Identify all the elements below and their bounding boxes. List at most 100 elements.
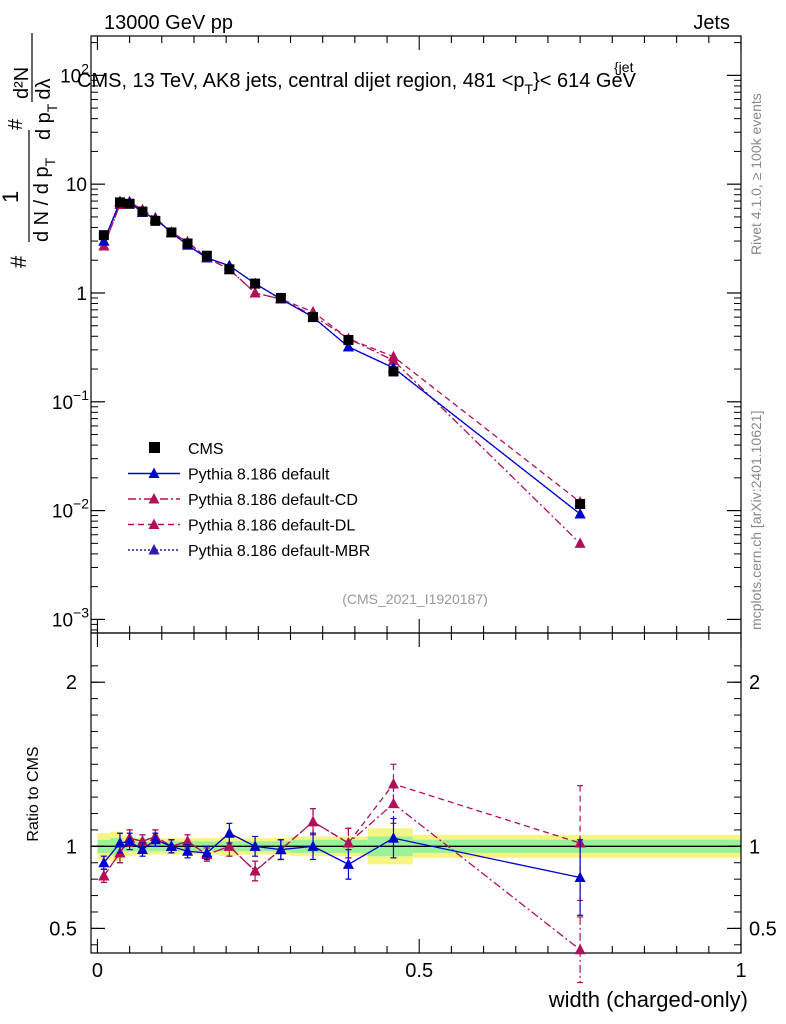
y-label-right-den-sub: T [44,103,60,112]
x-tick-label: 1 [735,960,746,982]
main-y-tick-label: 10−1 [52,387,89,414]
cms-point [343,334,354,345]
y-label-den-main: d N / d p [31,166,53,242]
ratio-point [223,827,235,838]
ratio-point [387,797,399,809]
ratio-point [182,835,194,846]
series-line [103,201,581,515]
ratio-y-tick-label: 0.5 [49,918,77,940]
x-tick-label: 0 [92,960,103,982]
ratio-point [114,837,126,848]
legend-label: CMS [188,441,224,458]
ratio-point [136,843,148,855]
cms-point [98,230,109,241]
ratio-uncertainty-bands [91,828,741,865]
series-line [103,200,581,503]
legend: CMS Pythia 8.186 default Pythia 8.186 defa… [128,441,370,560]
ratio-point [307,840,319,851]
plot-title-sub: T [525,81,534,97]
x-tick-label: 0.5 [405,960,433,982]
ratio-point [307,815,319,827]
main-y-tick-label: 102 [60,60,89,87]
cms-point [124,198,135,209]
cms-point [308,312,319,323]
mc-point [249,286,261,298]
cms-point [575,498,586,509]
legend-marker-triangle [148,544,160,555]
series-pythia-8-186-default-dl [98,195,586,507]
mc-point [574,508,586,519]
mc-point [574,537,586,548]
main-y-tick-label: 10−2 [52,496,89,523]
ratio-point [165,840,177,851]
series-pythia-8-186-default [98,195,586,519]
y-label-right-den-tail: dλ [33,79,55,100]
ratio-panel-frame [90,632,742,954]
ratio-point [342,858,354,869]
main-y-tick-label: 1 [76,284,87,305]
y-label-right-den-main: d p [33,112,55,140]
process-label: 13000 GeV pp [104,12,233,34]
mc-point [98,235,110,246]
cms-point [150,215,161,226]
main-y-tick-label: 10−3 [52,604,89,631]
cms-point [201,250,212,261]
series-line [103,201,581,515]
ratio-point [574,943,586,955]
ratio-y-tick-label-right: 0.5 [749,918,777,940]
legend-label: Pythia 8.186 default-DL [188,518,355,535]
ratio-y-tick-label-right: 1 [749,836,760,858]
cms-point [114,197,125,208]
ratio-x-ticks: 0 0.5 1 [92,633,747,982]
legend-marker-triangle [148,518,160,529]
cms-point [182,238,193,249]
ratio-point [182,845,194,856]
ratio-y-ticks: 0.5 0.5 1 1 2 2 [49,665,777,946]
legend-marker-triangle [148,467,160,478]
y-label-num: 1 [0,191,23,203]
series-pythia-8-186-default-mbr [98,195,586,519]
ratio-line [103,802,581,951]
cms-point [224,264,235,275]
ratio-point [342,837,354,848]
legend-label: Pythia 8.186 default-MBR [188,543,370,560]
legend-label: Pythia 8.186 default-CD [188,492,358,509]
ratio-point [275,843,287,855]
cms-point [275,292,286,303]
ratio-y-tick-label: 2 [66,672,77,694]
legend-marker-square [149,442,160,453]
y-label-hash-1: # [6,255,31,268]
ratio-point [149,833,161,845]
y-label-hash-2: # [5,118,27,130]
plot-title: CMS, 13 TeV, AK8 jets, central dijet reg… [77,70,637,97]
y-label-right-num: d²N [11,67,33,99]
cms-point [250,278,261,289]
mcplots-label: mcplots.cern.ch [arXiv:2401.10621] [748,411,764,630]
cms-point [166,227,177,238]
y-label-den-sub: T [42,157,58,166]
ratio-point [249,864,261,876]
y-label-right-den: d pTdλ [33,79,60,141]
x-axis-label: width (charged-only) [548,987,748,1012]
ratio-point [124,835,136,846]
ratio-point [387,777,399,789]
ratio-point [201,846,213,858]
main-x-ticks [96,36,742,633]
main-y-tick-label: 10 [66,175,87,196]
mc-point [342,340,354,352]
ratio-point [98,869,110,881]
legend-marker-triangle [148,493,160,504]
ratio-point [574,871,586,883]
plot-title-tail: }< 614 GeV [533,70,637,92]
ratio-point [387,832,399,843]
plot-title-main: CMS, 13 TeV, AK8 jets, central dijet reg… [77,70,525,92]
ratio-y-tick-label: 1 [66,836,77,858]
mc-point [387,354,399,365]
ratio-point [98,856,110,868]
main-y-ticks: 10−3 10−2 10−1 1 10 102 [52,42,741,631]
main-y-axis-label: # 1 d N / d pT # d²N d pTdλ [0,33,60,268]
ratio-series-pythia-8-186-default-dl [98,763,586,902]
legend-label: Pythia 8.186 default [188,467,330,484]
y-label-den: d N / d pT [31,157,58,242]
